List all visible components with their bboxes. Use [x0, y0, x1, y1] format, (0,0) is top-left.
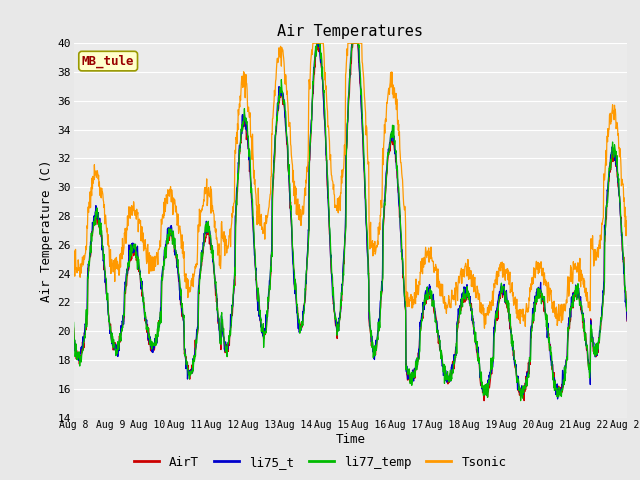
Title: Air Temperatures: Air Temperatures	[277, 24, 424, 39]
X-axis label: Time: Time	[335, 433, 365, 446]
Text: MB_tule: MB_tule	[82, 54, 134, 68]
Y-axis label: Air Temperature (C): Air Temperature (C)	[40, 159, 53, 301]
Legend: AirT, li75_t, li77_temp, Tsonic: AirT, li75_t, li77_temp, Tsonic	[129, 451, 511, 474]
